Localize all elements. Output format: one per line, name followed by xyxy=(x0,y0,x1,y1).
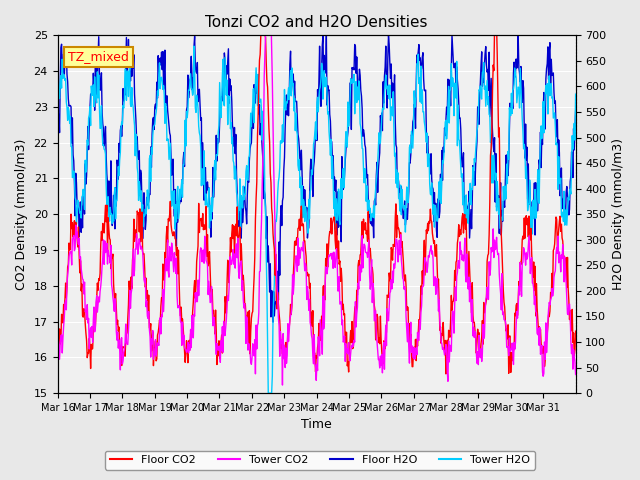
Floor H2O xyxy=(210,194,218,200)
Floor H2O xyxy=(269,319,277,325)
Floor CO2 xyxy=(442,371,450,377)
Floor CO2 xyxy=(371,302,378,308)
Line: Floor CO2: Floor CO2 xyxy=(58,2,575,374)
Tower CO2 xyxy=(400,286,408,292)
Tower CO2 xyxy=(572,372,579,377)
Floor H2O xyxy=(115,176,122,182)
Floor CO2 xyxy=(210,308,218,313)
Title: Tonzi CO2 and H2O Densities: Tonzi CO2 and H2O Densities xyxy=(205,15,428,30)
Tower CO2 xyxy=(255,310,262,316)
Floor CO2 xyxy=(399,258,407,264)
X-axis label: Time: Time xyxy=(301,419,332,432)
Tower H2O xyxy=(236,176,244,182)
Floor H2O xyxy=(319,33,327,38)
Tower CO2 xyxy=(115,345,122,351)
Floor H2O xyxy=(400,209,408,215)
Line: Floor H2O: Floor H2O xyxy=(58,36,575,322)
Floor CO2 xyxy=(115,328,122,334)
Floor H2O xyxy=(236,224,243,229)
Floor CO2 xyxy=(259,0,266,5)
Tower H2O xyxy=(115,164,122,169)
Legend: Floor CO2, Tower CO2, Floor H2O, Tower H2O: Floor CO2, Tower CO2, Floor H2O, Tower H… xyxy=(105,451,535,469)
Tower CO2 xyxy=(371,312,379,318)
Text: TZ_mixed: TZ_mixed xyxy=(68,50,129,63)
Tower H2O xyxy=(572,91,579,97)
Tower CO2 xyxy=(54,361,61,367)
Floor CO2 xyxy=(255,80,262,85)
Tower CO2 xyxy=(236,276,243,281)
Tower H2O xyxy=(264,390,272,396)
Tower H2O xyxy=(190,43,198,49)
Floor H2O xyxy=(572,108,579,114)
Floor H2O xyxy=(54,104,61,110)
Floor H2O xyxy=(371,196,379,202)
Line: Tower H2O: Tower H2O xyxy=(58,46,575,393)
Floor CO2 xyxy=(54,342,61,348)
Y-axis label: H2O Density (mmol/m3): H2O Density (mmol/m3) xyxy=(612,138,625,290)
Tower CO2 xyxy=(278,382,286,388)
Floor CO2 xyxy=(236,232,243,238)
Y-axis label: CO2 Density (mmol/m3): CO2 Density (mmol/m3) xyxy=(15,139,28,290)
Floor CO2 xyxy=(572,328,579,334)
Tower H2O xyxy=(211,165,218,170)
Line: Tower CO2: Tower CO2 xyxy=(58,0,575,385)
Tower H2O xyxy=(371,195,379,201)
Tower CO2 xyxy=(210,317,218,323)
Tower H2O xyxy=(255,99,263,105)
Tower H2O xyxy=(400,205,408,211)
Tower H2O xyxy=(54,87,61,93)
Floor H2O xyxy=(255,111,262,117)
